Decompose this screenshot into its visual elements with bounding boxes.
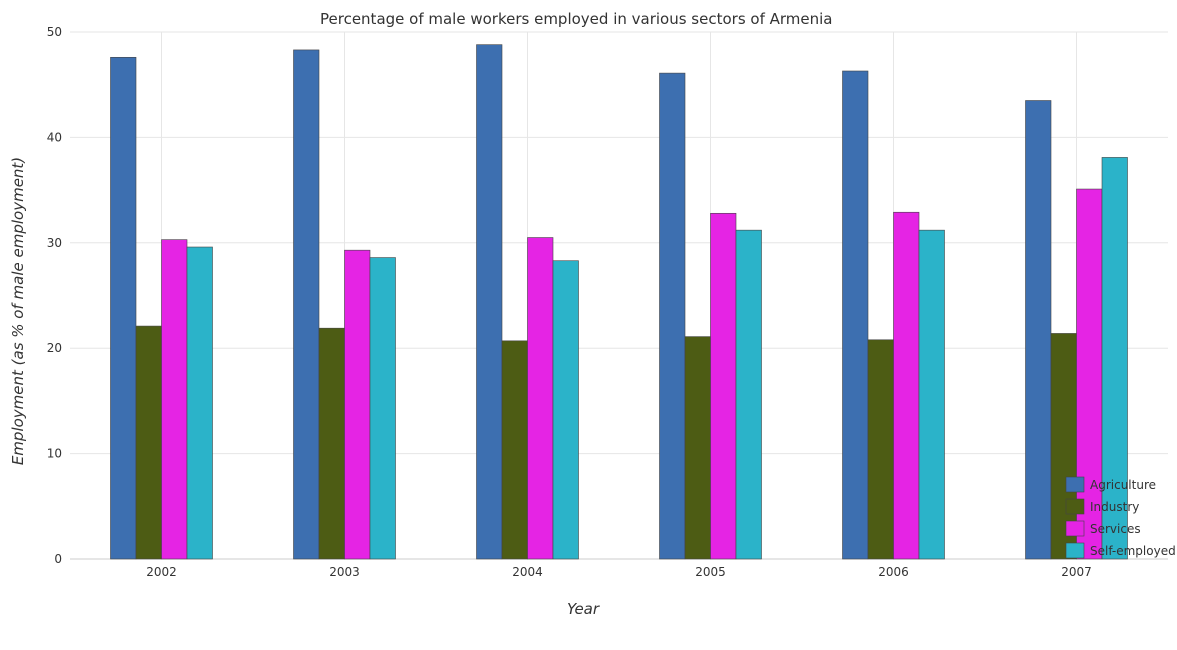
legend-label: Services <box>1090 522 1141 536</box>
y-axis-label: Employment (as % of male employment) <box>9 157 27 465</box>
bar-self-employed-2002 <box>186 246 213 560</box>
bar-self-employed-2004 <box>552 260 579 560</box>
grid <box>70 31 1168 560</box>
bar-agriculture-2005 <box>659 72 686 560</box>
y-tick-label: 30 <box>47 236 62 250</box>
bar-agriculture-2002 <box>110 56 137 560</box>
x-tick-label: 2007 <box>1061 565 1092 579</box>
bar-industry-2006 <box>867 339 894 560</box>
y-tick-label: 50 <box>47 25 62 39</box>
legend-swatch <box>1065 542 1085 559</box>
x-axis-label: Year <box>567 600 600 618</box>
bar-industry-2003 <box>318 327 345 560</box>
legend-label: Agriculture <box>1090 478 1156 492</box>
bar-self-employed-2003 <box>369 257 396 560</box>
legend-item: Services <box>1065 520 1141 537</box>
bar-industry-2005 <box>684 336 711 560</box>
x-tick-label: 2002 <box>146 565 177 579</box>
x-axis-ticks: 2002 2003 2004 2005 2006 2007 <box>146 565 1092 579</box>
bar-services-2003 <box>344 249 371 560</box>
y-tick-label: 20 <box>47 341 62 355</box>
bar-agriculture-2007 <box>1025 100 1052 560</box>
y-axis-ticks: 0 10 20 30 40 50 <box>47 25 62 566</box>
bars <box>110 44 1128 560</box>
x-tick-label: 2006 <box>878 565 909 579</box>
legend: Agriculture Industry Services Self-employed <box>1065 476 1176 559</box>
y-tick-label: 10 <box>47 447 62 461</box>
bar-services-2002 <box>161 239 188 560</box>
bar-self-employed-2005 <box>735 229 762 560</box>
bar-services-2005 <box>710 212 737 560</box>
legend-swatch <box>1065 520 1085 537</box>
y-tick-label: 0 <box>54 552 62 566</box>
legend-item: Industry <box>1065 498 1139 515</box>
legend-label: Industry <box>1090 500 1139 514</box>
legend-swatch <box>1065 476 1085 493</box>
x-tick-label: 2005 <box>695 565 726 579</box>
bar-self-employed-2007 <box>1101 157 1128 560</box>
bar-industry-2002 <box>135 325 162 560</box>
legend-swatch <box>1065 498 1085 515</box>
bar-agriculture-2004 <box>476 44 503 560</box>
legend-item: Self-employed <box>1065 542 1176 559</box>
x-tick-label: 2004 <box>512 565 543 579</box>
bar-agriculture-2006 <box>842 70 869 560</box>
bar-services-2006 <box>893 211 920 560</box>
x-tick-label: 2003 <box>329 565 360 579</box>
legend-label: Self-employed <box>1090 544 1176 558</box>
y-tick-label: 40 <box>47 130 62 144</box>
bar-self-employed-2006 <box>918 229 945 560</box>
chart-title: Percentage of male workers employed in v… <box>320 10 833 28</box>
bar-services-2007 <box>1076 188 1103 560</box>
legend-item: Agriculture <box>1065 476 1156 493</box>
bar-agriculture-2003 <box>293 49 320 560</box>
bar-services-2004 <box>527 237 554 560</box>
bar-industry-2004 <box>501 340 528 560</box>
